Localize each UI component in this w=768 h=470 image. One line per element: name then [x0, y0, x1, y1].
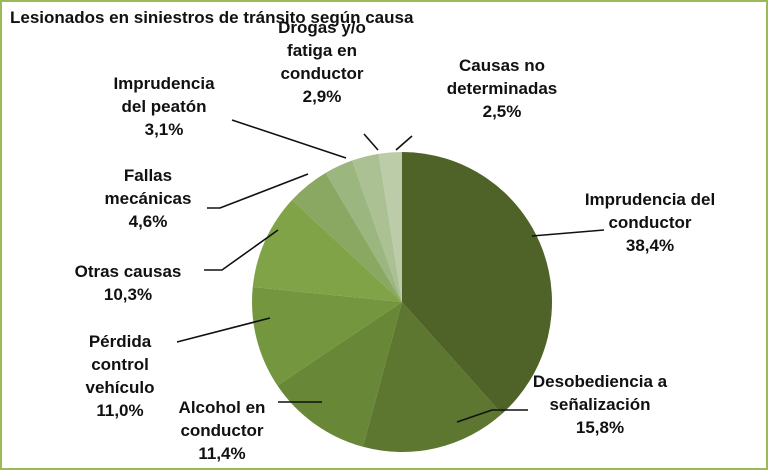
slice-label: Imprudencia del peatón 3,1% — [99, 72, 229, 141]
pie-slice — [277, 302, 402, 447]
leader-line — [395, 135, 413, 151]
value-label: 38,4% — [625, 236, 675, 255]
value-label: 3,1% — [144, 120, 184, 139]
pie-slice — [362, 302, 502, 452]
value-label: 10,3% — [103, 285, 153, 304]
pie-slice — [402, 152, 553, 414]
slice-label: Desobediencia a señalización 15,8% — [525, 370, 675, 439]
value-label: 2,5% — [482, 102, 522, 121]
pie-slice — [292, 172, 402, 302]
category-label: Desobediencia a señalización — [532, 372, 668, 414]
category-label: Alcohol en conductor — [178, 398, 266, 440]
value-label: 11,4% — [198, 444, 246, 463]
leader-line — [176, 317, 271, 343]
slice-label: Causas no determinadas 2,5% — [427, 54, 577, 123]
pie-slice — [252, 200, 402, 302]
value-label: 11,0% — [96, 401, 144, 420]
value-label: 15,8% — [575, 418, 625, 437]
leader-line — [231, 119, 347, 159]
category-label: Causas no determinadas — [446, 56, 558, 98]
slice-label: Drogas y/o fatiga en conductor 2,9% — [267, 16, 377, 108]
category-label: Imprudencia del peatón — [113, 74, 215, 116]
leader-line — [207, 173, 309, 209]
pie-slice — [352, 153, 402, 302]
leader-line — [204, 229, 279, 271]
pie-slice — [252, 286, 402, 386]
leader-line — [363, 133, 379, 151]
category-label: Otras causas — [74, 262, 182, 281]
pie-slice — [378, 152, 402, 302]
value-label: 2,9% — [302, 87, 342, 106]
slice-label: Pérdida control vehículo 11,0% — [65, 330, 175, 422]
slice-label: Fallas mecánicas 4,6% — [93, 164, 203, 233]
category-label: Drogas y/o fatiga en conductor — [278, 18, 366, 83]
category-label: Fallas mecánicas — [104, 166, 192, 208]
category-label: Pérdida control vehículo — [85, 332, 155, 397]
leader-line — [456, 409, 528, 423]
slice-label: Alcohol en conductor 11,4% — [167, 396, 277, 465]
slice-label: Imprudencia del conductor 38,4% — [580, 188, 720, 257]
category-label: Imprudencia del conductor — [584, 190, 716, 232]
chart-title: Lesionados en siniestros de tránsito seg… — [10, 8, 414, 27]
leader-lines — [176, 119, 605, 423]
pie-slice — [325, 160, 402, 302]
leader-line — [531, 229, 605, 237]
slice-label: Otras causas 10,3% — [68, 260, 188, 306]
value-label: 4,6% — [128, 212, 168, 231]
